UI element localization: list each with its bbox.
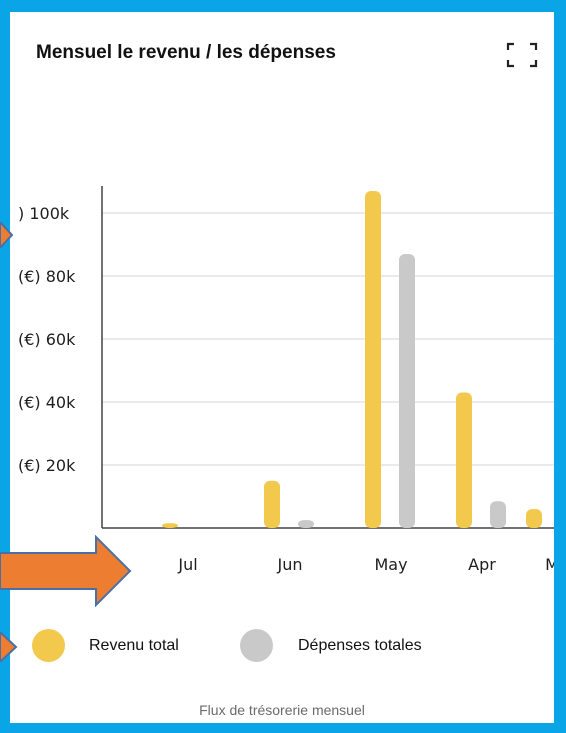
bar-expenses (490, 501, 506, 528)
y-tick-label: (€) 40k (18, 393, 76, 412)
annotation-arrow-top (0, 222, 14, 248)
x-tick-label: Apr (468, 555, 496, 574)
bar-revenue (264, 480, 280, 528)
legend-swatch-expenses (240, 629, 273, 662)
bar-expenses (298, 520, 314, 528)
bar-revenue (365, 190, 381, 528)
y-tick-label: (€) 80k (18, 267, 76, 286)
annotation-arrow-axis (0, 535, 132, 607)
bar-expenses (399, 253, 415, 528)
chart-card: Mensuel le revenu / les dépenses ) 100k (… (10, 12, 554, 723)
bar-chart: ) 100k (€) 80k (€) 60k (€) 40k (€) 20k Jul Jun… (18, 186, 554, 574)
bar-revenue (456, 392, 472, 528)
y-tick-label: (€) 60k (18, 330, 76, 349)
y-tick-label: (€) 20k (18, 456, 76, 475)
legend-label-revenue: Revenu total (89, 637, 179, 654)
x-tick-label: M (545, 555, 554, 574)
legend-label-expenses: Dépenses totales (298, 637, 422, 654)
x-tick-label: May (374, 555, 407, 574)
bar-revenue (526, 509, 542, 528)
legend-swatch-revenue (32, 629, 65, 662)
y-tick-label: ) 100k (18, 204, 70, 223)
annotation-arrow-legend (0, 632, 18, 662)
fullscreen-icon[interactable] (504, 40, 540, 70)
chart-title: Mensuel le revenu / les dépenses (36, 42, 336, 63)
x-tick-label: Jun (277, 555, 303, 574)
bar-revenue (162, 523, 178, 528)
chart-caption: Flux de trésorerie mensuel (199, 702, 365, 718)
x-tick-label: Jul (177, 555, 197, 574)
